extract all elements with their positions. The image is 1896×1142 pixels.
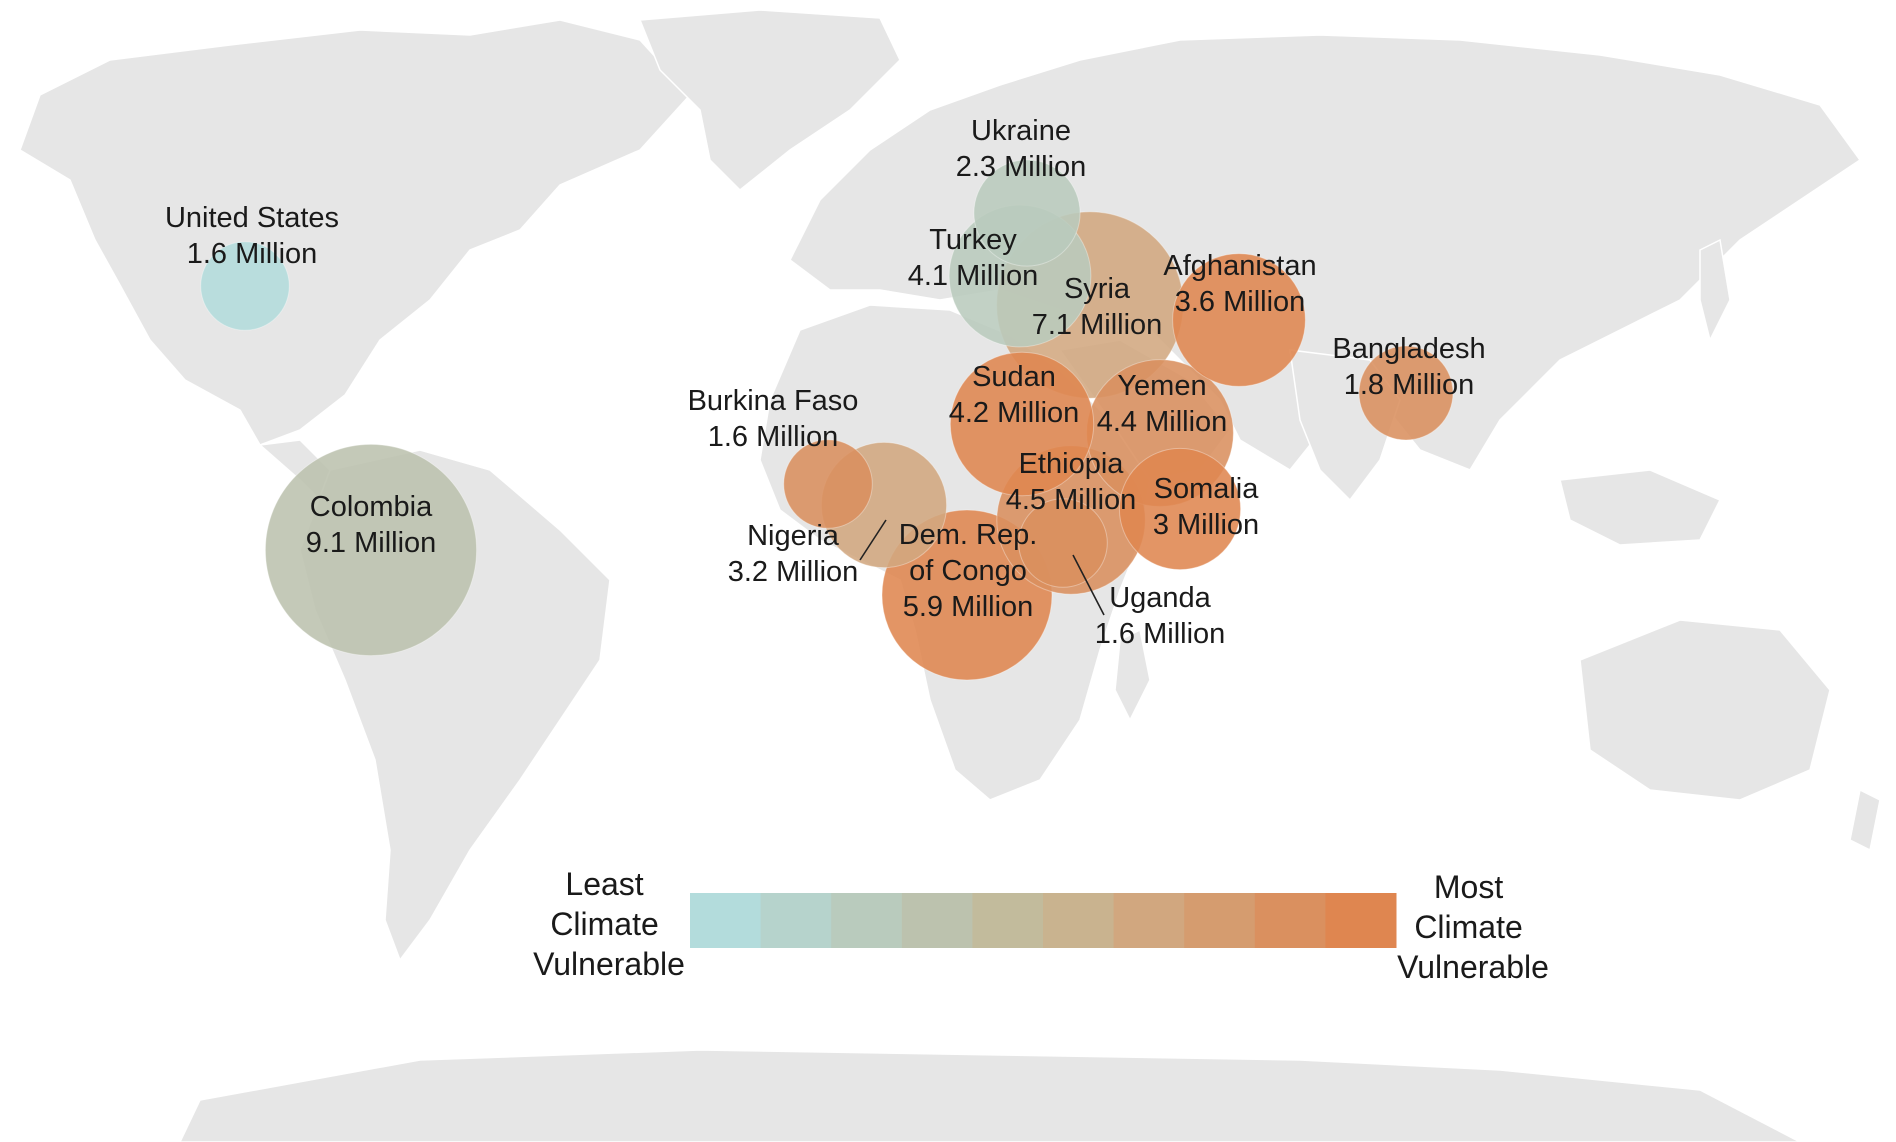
label-value-uganda: 1.6 Million (1095, 618, 1226, 650)
label-somalia: Somalia 3 Million (1153, 473, 1259, 541)
legend-swatch-6 (1113, 893, 1185, 948)
land-australia (1579, 619, 1831, 801)
legend-right-line-2: Climate (1414, 909, 1522, 945)
label-name-dr-congo: Dem. Rep. (899, 519, 1038, 551)
bubble-uganda (1018, 498, 1108, 588)
label-value-ethiopia: 4.5 Million (1006, 484, 1137, 516)
label-name-burkina-faso: Burkina Faso (688, 385, 859, 417)
label-name-ukraine: Ukraine (971, 115, 1071, 147)
label-name-colombia: Colombia (310, 491, 433, 523)
land-north-america (19, 19, 692, 446)
land-antarctica (179, 1049, 1801, 1142)
leader-lines (859, 519, 1105, 616)
label-value-ukraine: 2.3 Million (956, 151, 1087, 183)
label-value-syria: 7.1 Million (1032, 309, 1163, 341)
label-united-states: United States 1.6 Million (165, 202, 339, 270)
legend-swatch-2 (831, 893, 903, 948)
legend-color-scale (690, 893, 1397, 948)
label-value-burkina-faso: 1.6 Million (708, 421, 839, 453)
legend-swatch-3 (901, 893, 973, 948)
label-burkina-faso: Burkina Faso 1.6 Million (688, 385, 859, 453)
label-name-afghanistan: Afghanistan (1163, 250, 1316, 282)
label-dr-congo: Dem. Rep. of Congo 5.9 Million (899, 519, 1038, 623)
bubble-sudan (949, 351, 1095, 497)
legend-left-line-3: Vulnerable (533, 946, 685, 982)
legend-swatch-1 (760, 893, 832, 948)
legend-right-line-1: Most (1434, 869, 1503, 905)
label-name-yemen: Yemen (1117, 370, 1206, 402)
label-nigeria: Nigeria 3.2 Million (728, 520, 859, 588)
land-greenland (638, 9, 901, 192)
label-name-sudan: Sudan (972, 361, 1056, 393)
label-value-nigeria: 3.2 Million (728, 556, 859, 588)
label-ethiopia: Ethiopia 4.5 Million (1006, 448, 1137, 516)
land-southeast-asia (1559, 469, 1722, 546)
label-name-turkey: Turkey (929, 224, 1017, 256)
bubble-afghanistan (1172, 253, 1306, 387)
label-name-nigeria: Nigeria (747, 520, 840, 552)
legend-swatch-8 (1254, 893, 1326, 948)
country-labels: United States 1.6 Million Colombia 9.1 Mill… (165, 115, 1486, 650)
label-value-united-states: 1.6 Million (187, 238, 318, 270)
label-value-yemen: 4.4 Million (1097, 406, 1228, 438)
vulnerability-legend: Least Climate Vulnerable Most Climate Vu… (533, 866, 1549, 985)
label-value-somalia: 3 Million (1153, 509, 1259, 541)
label-name-bangladesh: Bangladesh (1332, 333, 1485, 365)
label-syria: Syria 7.1 Million (1032, 273, 1163, 341)
label-value-sudan: 4.2 Million (949, 397, 1080, 429)
bubble-colombia (264, 443, 478, 657)
label-value-dr-congo: 5.9 Million (903, 591, 1034, 623)
label-colombia: Colombia 9.1 Million (306, 491, 437, 559)
legend-swatch-4 (972, 893, 1044, 948)
label-yemen: Yemen 4.4 Million (1097, 370, 1228, 438)
label-ukraine: Ukraine 2.3 Million (956, 115, 1087, 183)
label-value-turkey: 4.1 Million (908, 260, 1039, 292)
label-uganda: Uganda 1.6 Million (1095, 582, 1226, 650)
bubble-burkina-faso (783, 439, 873, 529)
label-value-afghanistan: 3.6 Million (1175, 286, 1306, 318)
legend-swatch-9 (1325, 893, 1397, 948)
leader-line-nigeria (859, 519, 887, 561)
label-name-uganda: Uganda (1109, 582, 1211, 614)
country-bubbles (200, 159, 1454, 681)
legend-left-label: Least Climate Vulnerable (533, 866, 685, 982)
legend-left-line-2: Climate (550, 906, 658, 942)
bubble-united-states (200, 241, 290, 331)
label-value-colombia: 9.1 Million (306, 527, 437, 559)
land-new-zealand (1849, 788, 1881, 852)
bubble-bangladesh (1358, 345, 1454, 441)
label-bangladesh: Bangladesh 1.8 Million (1332, 333, 1485, 401)
label-name-syria: Syria (1064, 273, 1131, 305)
bubble-ukraine (973, 159, 1081, 267)
label-name-united-states: United States (165, 202, 339, 234)
legend-swatch-0 (690, 893, 762, 948)
legend-swatch-5 (1043, 893, 1115, 948)
label-afghanistan: Afghanistan 3.6 Million (1163, 250, 1316, 318)
label-name-dr-congo: of Congo (909, 555, 1027, 587)
leader-line-uganda (1072, 554, 1105, 616)
label-turkey: Turkey 4.1 Million (908, 224, 1039, 292)
legend-swatch-7 (1184, 893, 1256, 948)
label-sudan: Sudan 4.2 Million (949, 361, 1080, 429)
label-value-bangladesh: 1.8 Million (1344, 369, 1475, 401)
legend-left-line-1: Least (565, 866, 643, 902)
legend-right-label: Most Climate Vulnerable (1397, 869, 1549, 985)
label-name-somalia: Somalia (1154, 473, 1260, 505)
bubble-somalia (1118, 447, 1242, 571)
land-japan (1699, 238, 1731, 343)
legend-right-line-3: Vulnerable (1397, 949, 1549, 985)
label-name-ethiopia: Ethiopia (1019, 448, 1125, 480)
land-madagascar (1114, 628, 1151, 722)
